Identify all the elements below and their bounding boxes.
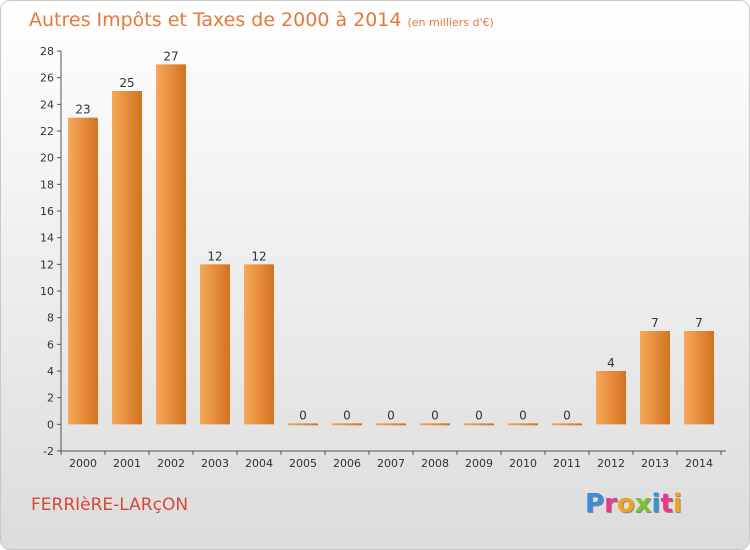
logo-letter: i <box>651 489 661 519</box>
x-tick-label: 2005 <box>289 457 317 470</box>
title-text: Autres Impôts et Taxes de 2000 à 2014 <box>29 9 402 31</box>
data-label-2000: 23 <box>75 103 90 117</box>
logo-letter: P <box>585 489 605 519</box>
data-label-2001: 25 <box>119 76 134 90</box>
x-tick-label: 2007 <box>377 457 405 470</box>
y-tick-label: 4 <box>47 365 54 378</box>
bar-2009 <box>464 423 494 426</box>
x-tick-label: 2010 <box>509 457 537 470</box>
x-tick-label: 2011 <box>553 457 581 470</box>
data-label-2014: 7 <box>695 316 703 330</box>
x-tick-label: 2014 <box>685 457 713 470</box>
bar-2011 <box>552 423 582 426</box>
data-label-2005: 0 <box>299 408 307 422</box>
bars <box>68 64 714 426</box>
data-label-2004: 12 <box>251 249 266 263</box>
bar-2014 <box>684 331 714 425</box>
y-tick-label: 10 <box>40 285 54 298</box>
y-tick-label: 2 <box>47 392 54 405</box>
bar-2000 <box>68 117 98 425</box>
bar-2008 <box>420 423 450 426</box>
bar-2013 <box>640 331 670 425</box>
logo-letter: o <box>616 489 635 519</box>
x-tick-label: 2013 <box>641 457 669 470</box>
bar-2012 <box>596 371 626 425</box>
y-tick-label: -2 <box>43 445 54 458</box>
logo-letter: t <box>660 489 673 519</box>
y-tick-label: 26 <box>40 72 54 85</box>
bar-2001 <box>112 91 142 425</box>
bar-2005 <box>288 423 318 426</box>
bar-2007 <box>376 423 406 426</box>
data-label-2012: 4 <box>607 356 615 370</box>
x-tick-label: 2000 <box>69 457 97 470</box>
y-tick-label: 24 <box>40 98 54 111</box>
x-tick-label: 2006 <box>333 457 361 470</box>
y-tick-label: 22 <box>40 125 54 138</box>
data-label-2011: 0 <box>563 408 571 422</box>
bar-2004 <box>244 264 274 425</box>
chart-subtitle: (en milliers d'€) <box>407 16 494 29</box>
data-label-2008: 0 <box>431 408 439 422</box>
y-tick-label: 6 <box>47 338 54 351</box>
data-label-2002: 27 <box>163 49 178 63</box>
y-tick-label: 20 <box>40 152 54 165</box>
logo-letter: r <box>604 489 617 519</box>
chart-title: Autres Impôts et Taxes de 2000 à 2014 (en… <box>29 9 494 31</box>
x-tick-label: 2012 <box>597 457 625 470</box>
y-tick-label: 8 <box>47 312 54 325</box>
x-tick-label: 2003 <box>201 457 229 470</box>
data-label-2003: 12 <box>207 249 222 263</box>
y-tick-label: 18 <box>40 178 54 191</box>
data-label-2013: 7 <box>651 316 659 330</box>
y-tick-label: 12 <box>40 258 54 271</box>
x-tick-label: 2002 <box>157 457 185 470</box>
x-tick-label: 2009 <box>465 457 493 470</box>
data-label-2009: 0 <box>475 408 483 422</box>
bar-2006 <box>332 423 362 426</box>
bar-2003 <box>200 264 230 425</box>
data-label-2010: 0 <box>519 408 527 422</box>
logo-letter: i <box>672 489 682 519</box>
logo-letter: x <box>634 489 652 519</box>
x-tick-label: 2008 <box>421 457 449 470</box>
x-tick-label: 2004 <box>245 457 273 470</box>
y-tick-label: 16 <box>40 205 54 218</box>
y-tick-label: 0 <box>47 418 54 431</box>
data-label-2007: 0 <box>387 408 395 422</box>
commune-name: FERRIèRE-LARçON <box>31 495 189 515</box>
data-labels: 23 25 27 12 12 0 0 0 0 0 0 0 4 7 7 <box>75 49 702 422</box>
y-tick-label: 14 <box>40 232 54 245</box>
data-label-2006: 0 <box>343 408 351 422</box>
bar-2010 <box>508 423 538 426</box>
y-tick-label: 28 <box>40 45 54 58</box>
bar-2002 <box>156 64 186 425</box>
proxiti-logo[interactable]: Proxiti <box>585 489 682 519</box>
x-tick-label: 2001 <box>113 457 141 470</box>
